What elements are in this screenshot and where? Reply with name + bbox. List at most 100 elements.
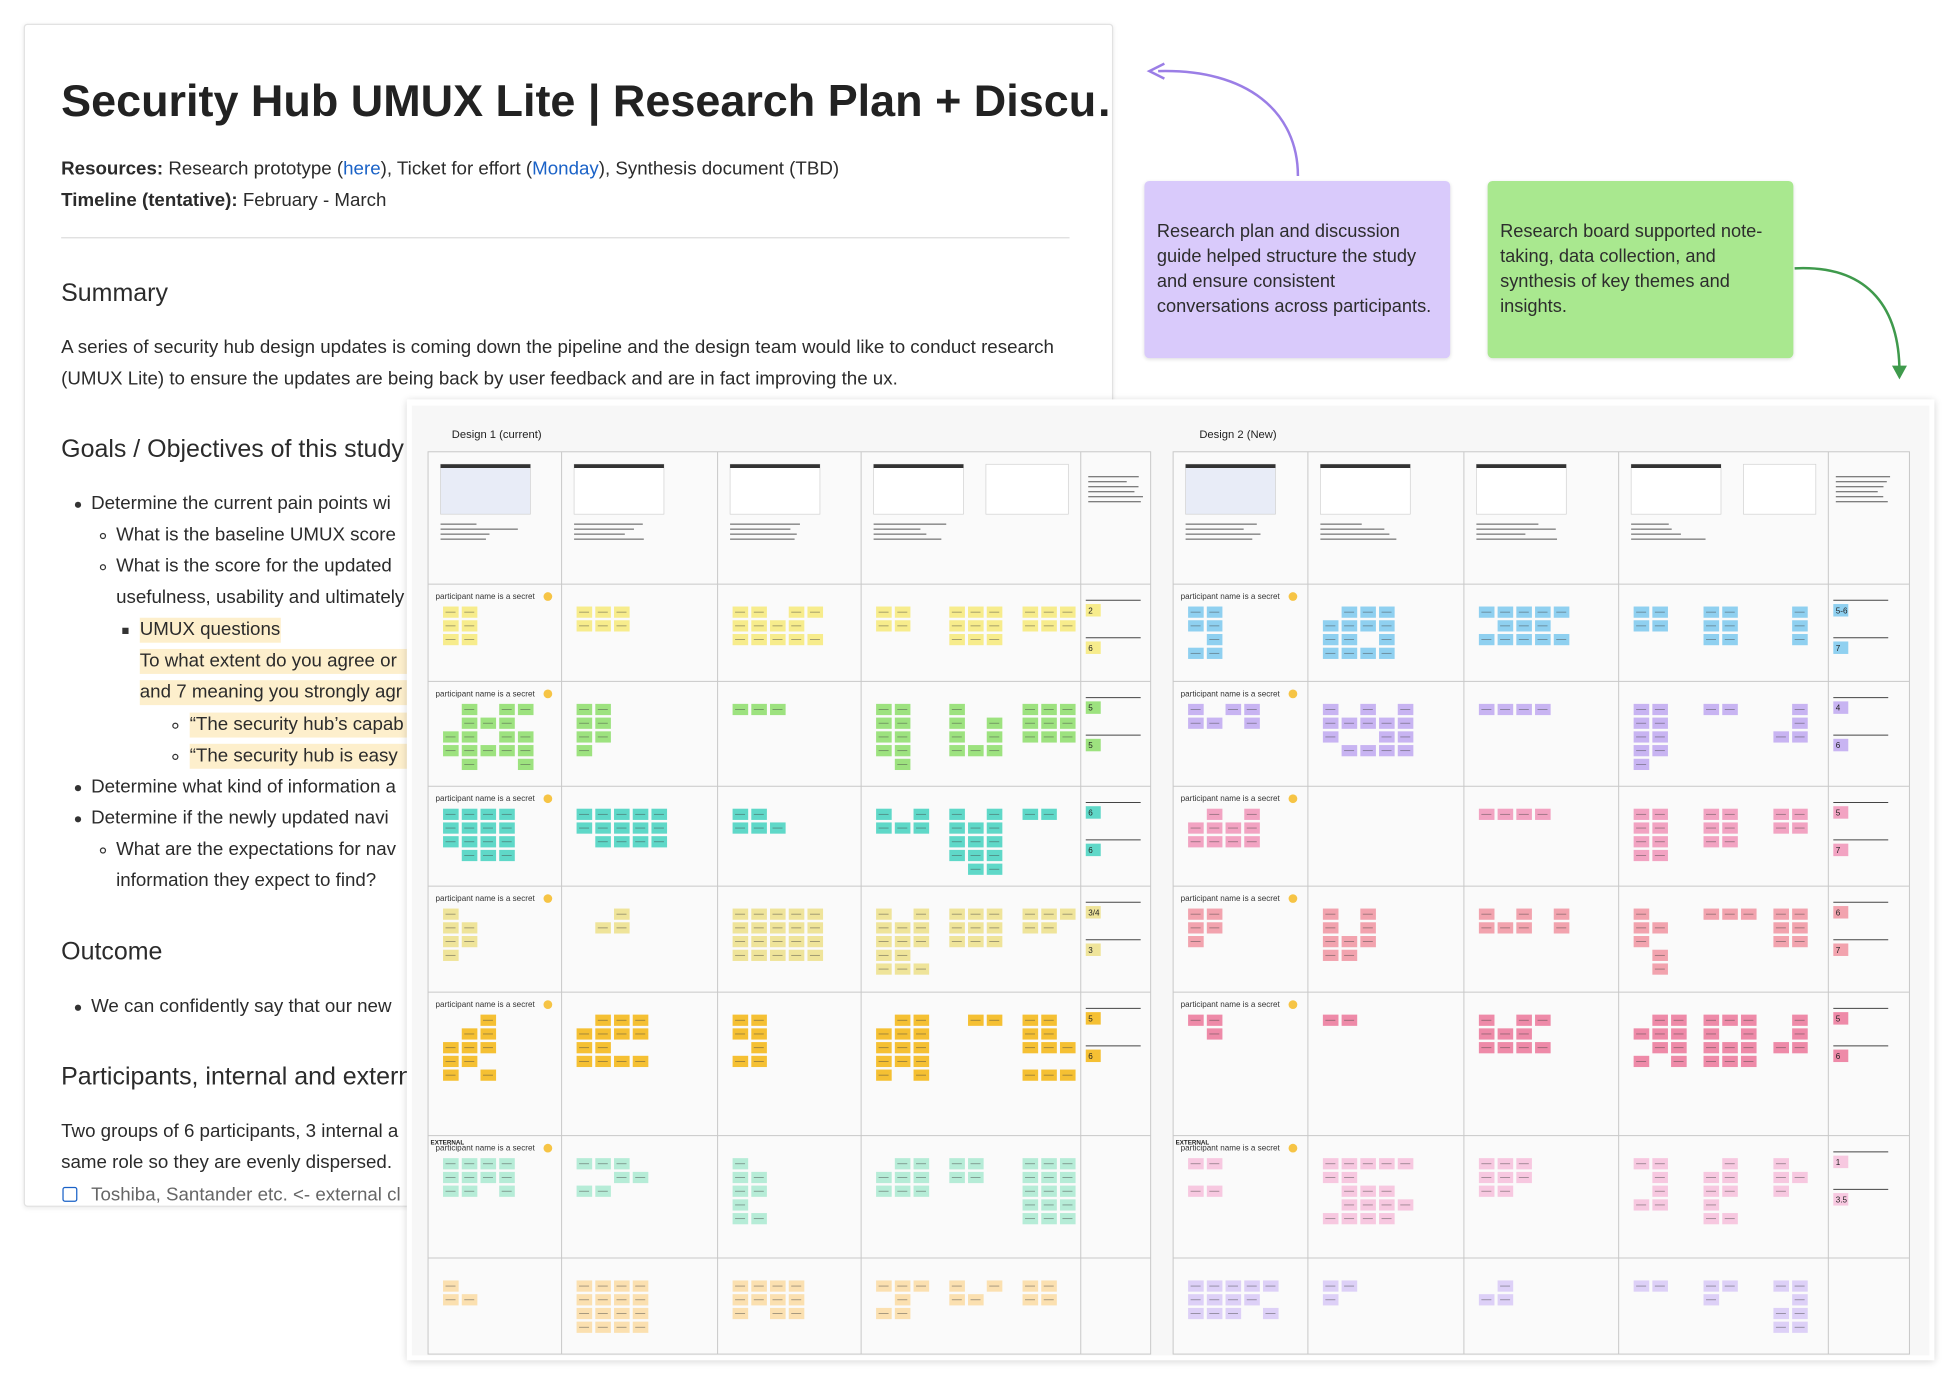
score: 6 bbox=[1088, 644, 1093, 653]
score: 5 bbox=[1088, 1014, 1093, 1023]
timeline-line: Timeline (tentative): February - March bbox=[61, 188, 386, 213]
list-item: Determine the current pain points wi bbox=[91, 492, 391, 515]
list-item: What is the baseline UMUX score bbox=[116, 524, 396, 546]
checkbox[interactable] bbox=[62, 1186, 78, 1202]
list-item: What are the expectations for nav bbox=[116, 838, 396, 860]
note-text: Research board supported note-taking, da… bbox=[1500, 222, 1763, 317]
arrowhead bbox=[1146, 62, 1165, 80]
participant-label: participant name is a secret bbox=[1181, 689, 1281, 698]
emoji bbox=[543, 894, 553, 903]
screenshot-bar bbox=[1631, 464, 1721, 468]
score: 7 bbox=[1836, 946, 1841, 955]
emoji bbox=[1288, 689, 1298, 699]
emoji bbox=[543, 689, 553, 699]
bullet bbox=[99, 564, 107, 571]
score-box bbox=[1833, 1012, 1849, 1025]
screenshot-bar bbox=[1320, 464, 1411, 468]
screenshot bbox=[1185, 463, 1276, 515]
screenshot bbox=[873, 463, 964, 515]
design-title: Design 2 (New) bbox=[1199, 429, 1277, 441]
score: 2 bbox=[1088, 606, 1093, 615]
score: 6 bbox=[1088, 1052, 1093, 1061]
emoji bbox=[543, 1000, 553, 1010]
score-box bbox=[1833, 843, 1849, 857]
emoji bbox=[1288, 1000, 1298, 1010]
heading: Outcome bbox=[61, 938, 163, 966]
timeline-value: February - March bbox=[242, 189, 387, 211]
arrow bbox=[1794, 267, 1901, 372]
link[interactable]: Monday bbox=[532, 158, 599, 180]
score: 3 bbox=[1088, 946, 1093, 955]
score-box bbox=[1085, 604, 1101, 617]
sticky-note: Research plan and discussion guide helpe… bbox=[1144, 180, 1451, 359]
bullet bbox=[122, 627, 129, 634]
list-item: usefulness, usability and ultimately bbox=[116, 586, 405, 608]
screenshot bbox=[1630, 463, 1722, 515]
bullet bbox=[74, 1004, 82, 1011]
screenshot bbox=[1476, 463, 1567, 515]
sticky-note: Research board supported note-taking, da… bbox=[1487, 180, 1794, 359]
score-box bbox=[1085, 906, 1101, 919]
list-item: information they expect to find? bbox=[116, 869, 377, 892]
score-box bbox=[1833, 806, 1849, 819]
score: 4 bbox=[1836, 704, 1841, 713]
screenshot-bar bbox=[574, 464, 664, 468]
score: 5 bbox=[1088, 704, 1093, 713]
text: ), Ticket for effort ( bbox=[380, 158, 533, 180]
score-box bbox=[1085, 943, 1101, 956]
score: 1 bbox=[1836, 1158, 1841, 1167]
list-item: What is the score for the updated bbox=[116, 555, 392, 577]
score-box bbox=[1833, 604, 1849, 617]
score-box bbox=[1085, 843, 1101, 857]
participant-label: participant name is a secret bbox=[436, 794, 536, 803]
design-title: Design 1 (current) bbox=[452, 429, 542, 441]
score-box bbox=[1833, 701, 1849, 714]
score: 3.5 bbox=[1836, 1195, 1848, 1204]
screenshot-bar bbox=[440, 464, 531, 468]
emoji bbox=[1288, 1143, 1298, 1153]
participant-label: participant name is a secret bbox=[1181, 592, 1281, 601]
score-box bbox=[1833, 1155, 1849, 1169]
bullet bbox=[74, 501, 82, 508]
score: 5 bbox=[1088, 741, 1093, 750]
participant-label: participant name is a secret bbox=[1181, 1000, 1281, 1009]
heading: Summary bbox=[61, 279, 168, 308]
heading: Goals / Objectives of this study bbox=[61, 435, 404, 464]
external-label: EXTERNAL bbox=[1176, 1139, 1210, 1146]
score: 6 bbox=[1836, 741, 1841, 750]
screenshot-bar bbox=[1185, 464, 1276, 468]
score-box bbox=[1085, 641, 1101, 654]
checklist-item: Toshiba, Santander etc. <- external cl bbox=[91, 1184, 401, 1206]
score-box bbox=[1085, 1049, 1101, 1063]
external-label: EXTERNAL bbox=[431, 1139, 465, 1146]
score-box bbox=[1085, 1012, 1101, 1025]
score: 7 bbox=[1836, 644, 1841, 653]
bullet bbox=[172, 753, 179, 761]
text: Research prototype ( bbox=[168, 158, 344, 180]
score: 5 bbox=[1836, 809, 1841, 818]
screenshot bbox=[1743, 463, 1817, 515]
score: 6 bbox=[1088, 846, 1093, 855]
score-box bbox=[1833, 641, 1849, 654]
screenshot-bar bbox=[730, 464, 820, 468]
paragraph-line: same role so they are evenly dispersed. bbox=[61, 1151, 393, 1174]
list-item: Determine what kind of information a bbox=[91, 776, 396, 798]
link[interactable]: here bbox=[343, 158, 381, 180]
participant-label: participant name is a secret bbox=[1181, 794, 1281, 803]
screenshot-bar bbox=[873, 464, 964, 468]
note-text: Research plan and discussion guide helpe… bbox=[1156, 222, 1432, 317]
research-board: Design 1 (current) Design 2 (New) partic… bbox=[406, 399, 1935, 1361]
score: 6 bbox=[1088, 809, 1093, 818]
arrowhead bbox=[1891, 365, 1907, 380]
divider bbox=[61, 237, 1070, 239]
score-box bbox=[1833, 738, 1849, 752]
heading: Participants, internal and externa bbox=[61, 1063, 427, 1091]
screenshot bbox=[573, 463, 665, 515]
bullet bbox=[172, 722, 179, 729]
score: 5-6 bbox=[1836, 606, 1848, 615]
text: ), Synthesis document (TBD) bbox=[598, 158, 840, 180]
participant-label: participant name is a secret bbox=[436, 592, 536, 601]
board-grid bbox=[1172, 451, 1910, 1355]
